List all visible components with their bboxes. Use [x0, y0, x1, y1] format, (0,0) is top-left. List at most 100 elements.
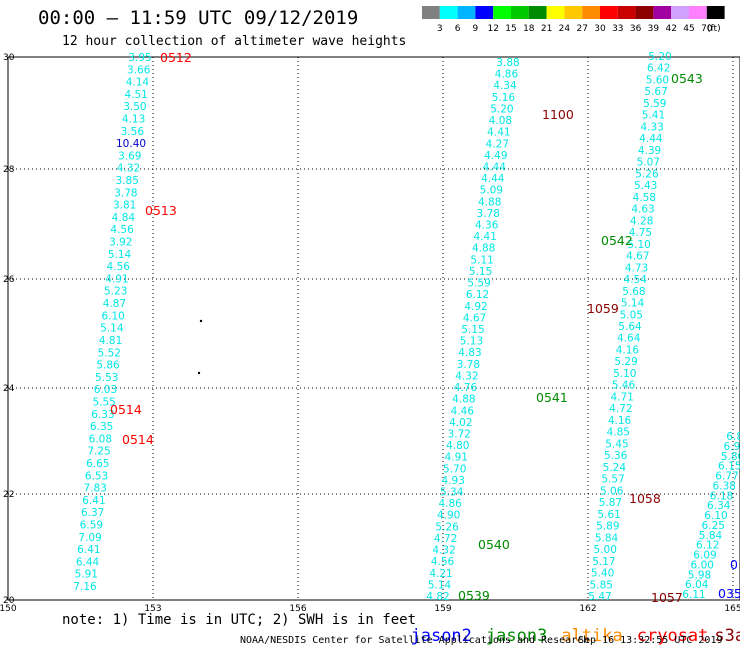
wave-height-label-track-a: 6.41	[82, 495, 105, 507]
longitude-label: 159	[434, 604, 451, 614]
wave-height-label-track-d: 5.98	[688, 569, 711, 581]
legend-swatch	[653, 6, 672, 19]
sat-s3a: s3a	[714, 626, 740, 646]
wave-height-label-track-b: 4.91	[445, 452, 468, 464]
longitude-label: 153	[144, 604, 161, 614]
latitude-label: 24	[3, 384, 15, 394]
wave-height-label-track-c: 5.89	[596, 521, 619, 533]
legend-swatch	[457, 6, 476, 19]
wave-height-label-track-b: 4.86	[438, 498, 462, 510]
wave-height-label-track-a: 4.84	[112, 212, 136, 224]
sat-jason2: jason2	[410, 626, 472, 646]
wave-height-label-track-b: 4.76	[454, 382, 478, 394]
legend-swatch	[564, 6, 583, 19]
wave-height-label-track-a: 6.41	[77, 544, 100, 556]
pass-time-label: 0514	[122, 432, 154, 447]
map-subtitle: 12 hour collection of altimeter wave hei…	[62, 34, 407, 49]
legend-swatch	[689, 6, 707, 19]
wave-height-label-track-b: 4.56	[431, 556, 455, 568]
wave-height-label-track-c: 4.64	[617, 333, 641, 345]
legend-swatch	[706, 6, 725, 19]
wave-height-label-track-c: 4.75	[629, 227, 652, 239]
wave-height-label-track-d: 6.77	[715, 471, 738, 483]
wave-height-label-track-a: 6.53	[85, 470, 108, 482]
wave-height-label-track-d: 5.80	[721, 451, 740, 463]
pass-time-label: 0513	[145, 203, 177, 218]
wave-height-label-track-b: 4.88	[472, 243, 495, 255]
legend-swatch	[671, 6, 689, 19]
wave-height-label-track-a: 4.14	[126, 77, 150, 89]
wave-height-label-track-d: 6.00	[691, 559, 714, 571]
wave-height-label-track-b: 5.13	[460, 336, 483, 348]
sat-cryosat: cryosat	[636, 626, 709, 646]
wave-height-label-track-a: 6.10	[101, 310, 124, 322]
legend-tick-label: 70	[701, 24, 713, 34]
wave-height-label-track-c: 5.00	[594, 544, 617, 556]
wave-height-label-track-b: 4.88	[478, 196, 501, 208]
wave-height-label-track-c: 4.16	[616, 344, 640, 356]
wave-height-label-track-b: 4.93	[442, 475, 465, 487]
latitude-label: 20	[3, 596, 15, 606]
wave-height-label-track-c: 5.61	[597, 509, 620, 521]
legend-swatch	[546, 6, 565, 19]
latitude-label: 28	[3, 165, 15, 175]
wave-height-label-track-d: 6.10	[704, 510, 727, 522]
legend-swatch	[635, 6, 654, 19]
island-dot	[197, 371, 201, 375]
wave-height-label-track-b: 3.88	[496, 57, 519, 69]
pass-time-label: 0514	[110, 402, 142, 417]
wave-height-label-track-b: 5.59	[467, 278, 490, 290]
wave-height-label-track-b: 5.34	[440, 487, 464, 499]
wave-height-label-track-c: 5.36	[604, 450, 628, 462]
legend-tick-label: 24	[559, 24, 571, 34]
wave-height-label-track-a: 4.56	[110, 224, 134, 236]
wave-height-label-track-a: 4.32	[117, 163, 140, 175]
wave-height-label-track-c: 4.28	[630, 215, 653, 227]
wave-height-label-track-c: 5.64	[618, 321, 642, 333]
wave-height-label-track-c: 5.05	[620, 309, 643, 321]
wave-height-label-track-a: 6.59	[80, 519, 103, 531]
sat-altika: altika	[561, 626, 623, 646]
wave-height-label-track-c: 5.06	[600, 485, 624, 497]
wave-height-label-track-b: 5.15	[469, 266, 492, 278]
map-title: 00:00 – 11:59 UTC 09/12/2019	[38, 7, 359, 29]
wave-height-label-track-b: 5.26	[435, 521, 459, 533]
wave-height-label-track-c: 5.10	[627, 239, 650, 251]
wave-height-label-track-b: 6.12	[466, 289, 489, 301]
wave-height-label-track-a: 7.16	[73, 581, 97, 593]
wave-height-label-track-c: 5.29	[614, 356, 637, 368]
wave-height-label-track-b: 4.02	[449, 417, 472, 429]
wave-height-label-track-a: 5.23	[104, 286, 127, 298]
wave-height-label-track-c: 5.45	[605, 438, 628, 450]
wave-height-label-track-b: 4.21	[429, 568, 452, 580]
wave-height-label-track-b: 3.78	[457, 359, 480, 371]
wave-height-label-track-c: 4.44	[639, 133, 663, 145]
wave-height-label-track-d: 6.11	[682, 589, 705, 601]
wave-height-label-track-c: 4.54	[624, 274, 648, 286]
legend-tick-label: 42	[665, 24, 676, 34]
wave-height-label-track-b: 4.86	[495, 69, 519, 81]
wave-height-label-track-d: 6.38	[713, 480, 736, 492]
wave-height-label-track-b: 4.41	[487, 127, 510, 139]
wave-height-label-track-c: 5.10	[613, 368, 636, 380]
wave-height-label-track-b: 4.34	[493, 80, 517, 92]
wave-height-label-track-a: 6.44	[76, 556, 100, 568]
wave-height-label-track-c: 4.71	[610, 391, 633, 403]
wave-height-label-track-b: 4.88	[452, 394, 475, 406]
wave-height-label-track-d: 6.95	[724, 441, 740, 453]
wave-height-label-track-c: 5.87	[599, 497, 622, 509]
pass-time-labels: 0512 0513 0514 0514 1100 0543 0542 1059 0541 1058…	[110, 50, 740, 605]
wave-height-label-track-a: 6.08	[89, 433, 112, 445]
wave-height-label-track-b: 5.14	[428, 579, 452, 591]
wave-height-label-track-a: 5.53	[95, 372, 118, 384]
wave-height-label-track-a: 3.78	[114, 187, 137, 199]
legend-tick-label: 27	[576, 24, 587, 34]
legend-swatch	[528, 6, 547, 19]
wave-height-label-track-c: 5.59	[643, 98, 666, 110]
legend-tick-label: 12	[487, 24, 498, 34]
legend-tick-label: 9	[473, 24, 479, 34]
legend-swatch	[475, 6, 494, 19]
wave-height-label-track-c: 5.40	[591, 568, 614, 580]
longitude-label: 165	[724, 604, 740, 614]
legend-swatch	[422, 6, 440, 19]
